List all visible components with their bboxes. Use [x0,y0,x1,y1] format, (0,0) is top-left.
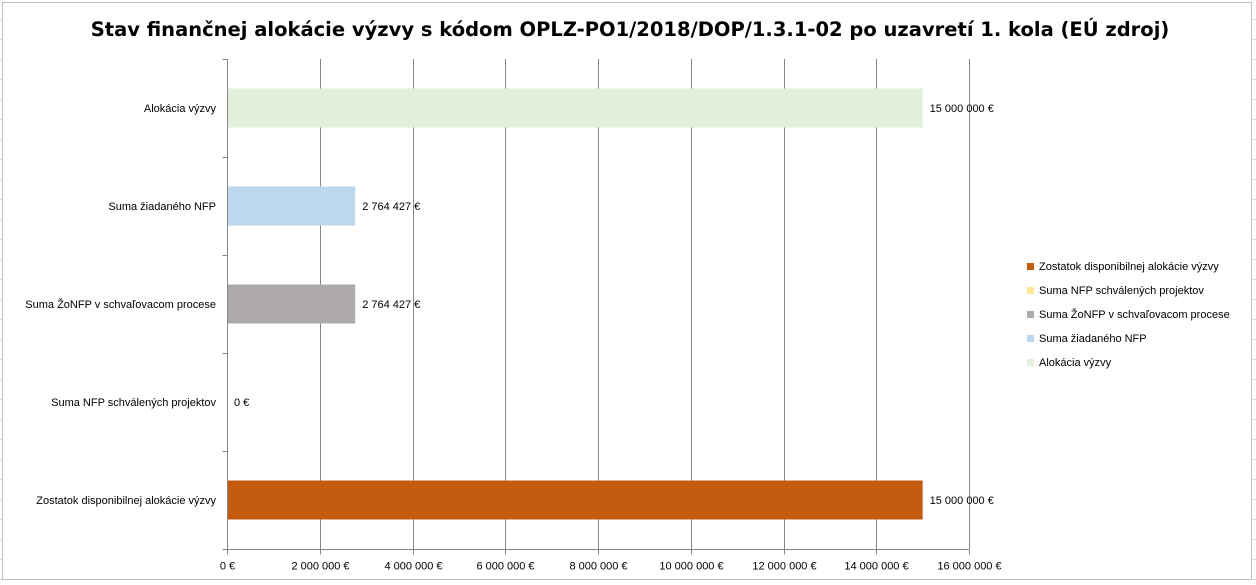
category-label: Alokácia výzvy [144,103,217,115]
chart-legend: Zostatok disponibilnej alokácie výzvy Sum… [1027,259,1256,379]
legend-item: Alokácia výzvy [1027,355,1256,379]
legend-swatch [1027,311,1034,318]
data-labels: 15 000 000 € Alokácia výzvy 2 764 427 € Sum… [25,103,994,507]
axes: 0 € 2 000 000 € 4 000 000 € 6 000 000 € 8 00… [220,59,1002,573]
chart-title: Stav finančnej alokácie výzvy s kódom OP… [90,18,1170,41]
legend-label: Zostatok disponibilnej alokácie výzvy [1039,261,1219,273]
legend-item: Suma NFP schválených projektov [1027,283,1256,307]
x-tick-label: 8 000 000 € [569,561,627,573]
category-label: Suma ŽoNFP v schvaľovacom procese [25,298,216,311]
category-label: Zostatok disponibilnej alokácie výzvy [36,495,216,507]
bar [227,186,356,226]
bar-chart: 15 000 000 € Alokácia výzvy 2 764 427 € Sum… [25,59,1002,573]
bar [227,480,923,520]
x-tick-label: 2 000 000 € [291,561,349,573]
bars [227,88,923,520]
x-tick-label: 16 000 000 € [937,561,1001,573]
bar [227,88,923,128]
x-tick-label: 6 000 000 € [476,561,534,573]
legend-label: Suma NFP schválených projektov [1039,285,1204,297]
x-tick-label: 12 000 000 € [752,561,816,573]
data-label: 15 000 000 € [930,103,994,115]
legend-item: Zostatok disponibilnej alokácie výzvy [1027,259,1256,283]
category-label: Suma NFP schválených projektov [51,397,216,409]
legend-swatch [1027,335,1034,342]
legend-swatch [1027,287,1034,294]
legend-label: Alokácia výzvy [1039,357,1112,369]
data-label: 2 764 427 € [362,299,420,311]
legend-swatch [1027,263,1034,270]
legend-label: Suma žiadaného NFP [1039,333,1147,345]
bar [227,284,356,324]
x-tick-label: 10 000 000 € [659,561,723,573]
legend-swatch [1027,359,1034,366]
data-label: 15 000 000 € [930,495,994,507]
x-tick-label: 4 000 000 € [384,561,442,573]
legend-label: Suma ŽoNFP v schvaľovacom procese [1039,309,1230,321]
data-label: 0 € [234,397,249,409]
x-tick-label: 14 000 000 € [844,561,908,573]
category-label: Suma žiadaného NFP [108,201,216,213]
legend-item: Suma žiadaného NFP [1027,331,1256,355]
x-tick-label: 0 € [220,561,235,573]
legend-item: Suma ŽoNFP v schvaľovacom procese [1027,307,1256,331]
data-label: 2 764 427 € [362,201,420,213]
